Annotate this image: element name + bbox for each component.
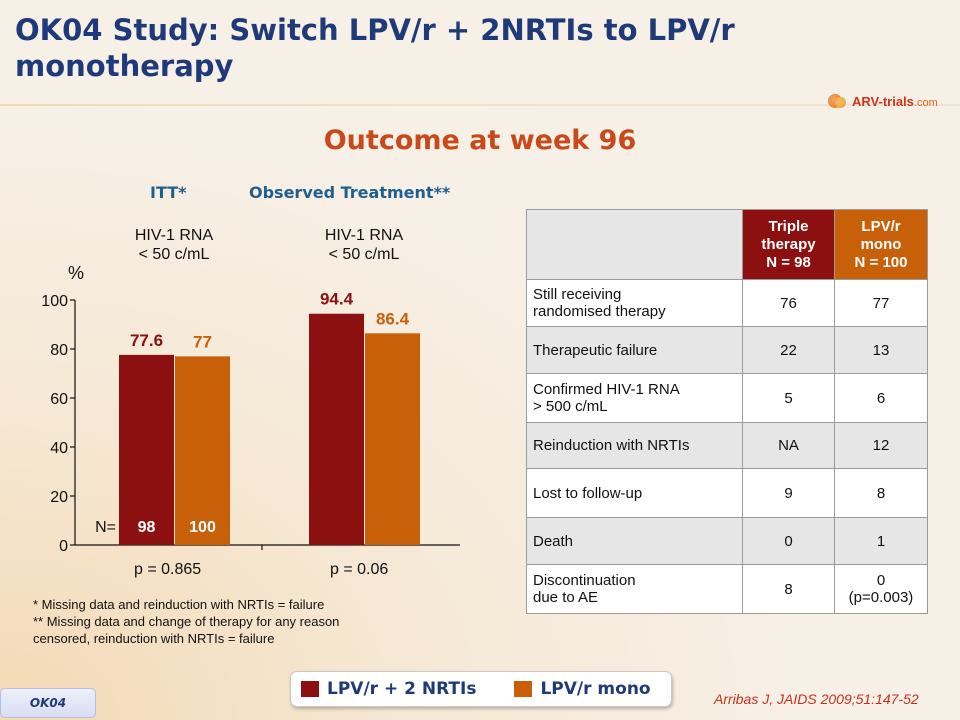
logo-name: ARV-trials [852,93,914,109]
cell-triple: 22 [742,326,835,374]
bar-value-label: 94.4 [320,290,354,309]
table-header-row: Triple therapy N = 98 LPV/r mono N = 100 [526,209,928,280]
arv-trials-logo: ARV-trials.com [828,90,938,112]
bar-chart: % 0 20 40 60 80 100 77.6 94.4 77 86.4 N= 98 100 [41,263,460,555]
cell-triple: 9 [742,468,835,518]
group-sublabel-itt: HIV-1 RNA < 50 c/mL [134,227,214,263]
cell-triple: NA [742,422,835,469]
cell-mono: 1 [834,517,928,565]
row-label: Still receiving randomised therapy [526,279,743,327]
cell-triple: 5 [742,373,835,423]
group-header-observed: Observed Treatment** [249,183,451,202]
table-row: Lost to follow-up 9 8 [526,468,928,518]
footnote-3: censored, reinduction with NRTIs = failu… [33,631,275,646]
table-row: Confirmed HIV-1 RNA > 500 c/mL 5 6 [526,373,928,423]
cell-mono: 0 (p=0.003) [834,564,928,614]
table-row: Reinduction with NRTIs NA 12 [526,422,928,469]
n-prefix-label: N= [95,519,116,536]
p-value-itt: p = 0.865 [134,561,202,578]
group-sublabel-observed: HIV-1 RNA < 50 c/mL [324,227,404,263]
chart-legend: LPV/r + 2 NRTIs LPV/r mono [290,671,672,707]
y-tick-label: 80 [50,342,68,359]
table-row: Therapeutic failure 22 13 [526,326,928,374]
legend-swatch-triple [301,681,319,697]
y-tick-label: 60 [50,391,68,408]
table-header-blank [526,209,743,280]
logo-suffix: .com [913,96,938,109]
group-header-itt: ITT* [150,183,187,202]
bar-n-label: 100 [189,519,216,536]
y-tick-label: 20 [50,489,68,506]
bar-value-label: 86.4 [376,309,410,328]
slide-title: OK04 Study: Switch LPV/r + 2NRTIs to LPV… [15,13,735,83]
row-label: Confirmed HIV-1 RNA > 500 c/mL [526,373,743,423]
footnote-1: * Missing data and reinduction with NRTI… [33,597,325,612]
cell-triple: 0 [742,517,835,565]
row-label: Reinduction with NRTIs [526,422,743,469]
bar-triple [309,313,364,545]
y-axis-label: % [68,263,84,283]
legend-item-triple: LPV/r + 2 NRTIs [301,679,476,699]
bar-value-label: 77.6 [130,331,163,350]
y-tick-label: 0 [59,538,68,555]
table-row: Discontinuation due to AE 8 0 (p=0.003) [526,564,928,614]
row-label: Discontinuation due to AE [526,564,743,614]
row-label: Lost to follow-up [526,468,743,518]
slide-subtitle: Outcome at week 96 [323,125,637,156]
table-row: Death 0 1 [526,517,928,565]
bar-mono [365,333,420,545]
outcomes-table: Triple therapy N = 98 LPV/r mono N = 100… [526,209,928,614]
footnotes: * Missing data and reinduction with NRTI… [33,596,339,647]
legend-item-mono: LPV/r mono [514,679,651,699]
row-label: Death [526,517,743,565]
cell-mono: 6 [834,373,928,423]
legend-swatch-mono [514,681,533,697]
footnote-2: ** Missing data and change of therapy fo… [33,614,340,629]
study-tag: OK04 [0,688,96,718]
cell-mono: 8 [834,468,928,518]
cell-mono: 77 [834,279,928,327]
cell-triple: 8 [742,564,835,614]
bar-n-label: 98 [138,519,156,536]
table-row: Still receiving randomised therapy 76 77 [526,279,928,327]
table-header-mono: LPV/r mono N = 100 [834,209,928,280]
bar-value-label: 77 [193,332,212,351]
y-tick-label: 100 [41,293,68,310]
p-value-observed: p = 0.06 [330,561,389,578]
row-label: Therapeutic failure [526,326,743,374]
logo-bubbles-icon [828,92,848,110]
citation-reference: Arribas J, JAIDS 2009;51:147-52 [714,691,919,707]
y-tick-label: 40 [50,440,68,457]
cell-mono: 13 [834,326,928,374]
cell-mono: 12 [834,422,928,469]
title-divider [0,104,960,106]
table-header-triple: Triple therapy N = 98 [742,209,835,280]
cell-triple: 76 [742,279,835,327]
bar-triple [119,354,174,545]
bar-mono [175,356,230,545]
